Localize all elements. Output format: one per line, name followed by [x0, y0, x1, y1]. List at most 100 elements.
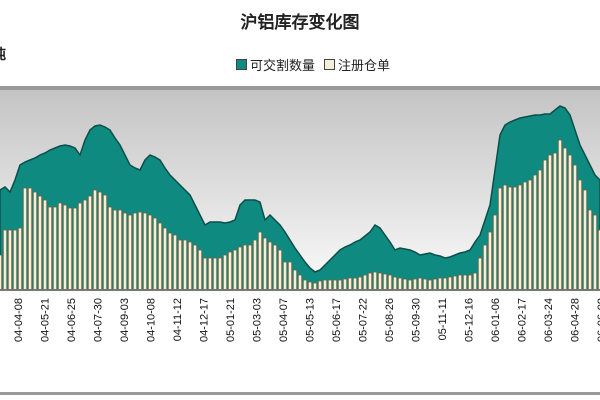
bar-warrant — [147, 214, 153, 291]
bar-warrant — [277, 249, 283, 291]
bar-warrant — [207, 257, 213, 291]
bar-warrant — [522, 181, 528, 291]
bar-warrant — [72, 207, 78, 291]
bar-warrant — [162, 227, 168, 291]
bar-warrant — [57, 202, 63, 291]
x-tick-label: 04-12-17 — [199, 298, 211, 342]
bar-warrant — [152, 217, 158, 291]
bar-warrant — [222, 254, 228, 291]
x-tick-label: 06-01-06 — [490, 298, 502, 342]
bar-warrant — [317, 280, 323, 291]
bar-warrant — [132, 212, 138, 291]
bar-warrant — [17, 227, 23, 291]
bar-warrant — [47, 206, 53, 291]
x-tick-label: 05-01-21 — [225, 298, 237, 342]
bar-warrant — [372, 271, 378, 291]
bar-warrant — [157, 222, 163, 291]
bar-warrant — [367, 272, 373, 291]
bar-warrant — [577, 179, 583, 291]
x-tick-label: 04-06-25 — [66, 298, 78, 342]
bar-warrant — [407, 279, 413, 291]
bar-warrant — [382, 273, 388, 291]
bar-warrant — [352, 277, 358, 291]
bar-warrant — [422, 278, 428, 291]
bar-warrant — [307, 281, 313, 291]
chart-title: 沪铝库存变化图 — [240, 13, 360, 33]
bar-warrant — [87, 195, 93, 291]
bar-warrant — [202, 257, 208, 291]
bar-warrant — [37, 195, 43, 291]
bar-warrant — [52, 206, 58, 291]
x-tick-label: 04-10-08 — [146, 298, 158, 342]
x-tick-label: 05-08-26 — [384, 298, 396, 342]
bar-warrant — [127, 214, 133, 291]
bar-warrant — [142, 212, 148, 291]
bar-warrant — [122, 212, 128, 291]
bottom-border — [0, 392, 600, 395]
bar-warrant — [537, 169, 543, 291]
bar-warrant — [247, 244, 253, 291]
bar-warrant — [427, 279, 433, 291]
bar-warrant — [412, 278, 418, 291]
bar-warrant — [552, 152, 558, 291]
bar-warrant — [567, 154, 573, 291]
x-axis-line — [0, 289, 600, 291]
bar-warrant — [2, 229, 8, 291]
bar-warrant — [257, 231, 263, 291]
bar-warrant — [397, 277, 403, 291]
bar-warrant — [32, 191, 38, 291]
legend-label-area: 可交割数量 — [250, 59, 316, 74]
bar-warrant — [357, 276, 363, 291]
bar-warrant — [112, 209, 118, 291]
bar-warrant — [392, 276, 398, 291]
bar-warrant — [172, 234, 178, 291]
bar-warrant — [27, 187, 33, 291]
bar-warrant — [7, 229, 13, 291]
bar-warrant — [432, 278, 438, 291]
x-tick-label: 05-04-07 — [278, 298, 290, 342]
bar-warrant — [587, 209, 593, 291]
top-border — [0, 86, 600, 90]
bar-warrant — [237, 246, 243, 291]
x-tick-label: 05-09-30 — [411, 298, 423, 342]
legend-label-bar: 注册仓单 — [338, 59, 391, 74]
bar-warrant — [177, 239, 183, 291]
legend-swatch-area — [236, 59, 247, 70]
bar-warrant — [82, 199, 88, 291]
bar-warrant — [182, 239, 188, 291]
bar-warrant — [102, 194, 108, 291]
bar-warrant — [242, 244, 248, 291]
x-tick-label: 04-09-03 — [119, 298, 131, 342]
x-tick-label: 06-04-28 — [570, 298, 582, 342]
bar-warrant — [337, 279, 343, 291]
bar-warrant — [22, 187, 28, 291]
bar-warrant — [297, 274, 303, 291]
bar-warrant — [447, 276, 453, 291]
bar-warrant — [12, 229, 18, 291]
x-tick-label: 06-03-24 — [543, 298, 555, 342]
bar-warrant — [282, 261, 288, 291]
bar-warrant — [192, 244, 198, 291]
bar-warrant — [67, 207, 73, 291]
bar-warrant — [562, 147, 568, 291]
x-tick-label: 05-07-22 — [358, 298, 370, 342]
bar-warrant — [107, 206, 113, 291]
x-tick-label: 04-04-08 — [13, 298, 25, 342]
x-tick-label: 05-03-03 — [252, 298, 264, 342]
y-axis-unit: 吨 — [0, 44, 6, 64]
bar-warrant — [542, 159, 548, 291]
bar-warrant — [137, 211, 143, 291]
bar-warrant — [502, 184, 508, 291]
bar-warrant — [342, 278, 348, 291]
bar-warrant — [167, 232, 173, 291]
bar-warrant — [302, 279, 308, 291]
bar-warrant — [187, 241, 193, 291]
bar-warrant — [467, 274, 473, 291]
bar-warrant — [262, 237, 268, 291]
x-tick-label: 05-05-13 — [305, 298, 317, 342]
bar-warrant — [442, 277, 448, 291]
bar-warrant — [507, 186, 513, 291]
x-tick-label: 04-07-30 — [93, 298, 105, 342]
bar-warrant — [462, 274, 468, 291]
legend: 可交割数量 注册仓单 — [236, 55, 390, 74]
